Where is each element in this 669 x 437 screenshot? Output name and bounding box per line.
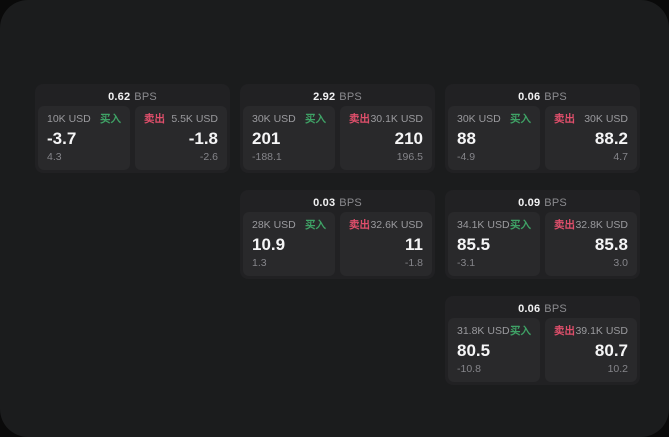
bps-header: 2.92 BPS bbox=[243, 87, 432, 106]
sell-size: 30.1K USD bbox=[370, 113, 423, 125]
buy-price: -3.7 bbox=[47, 129, 77, 148]
bps-header: 0.06 BPS bbox=[448, 299, 637, 318]
buy-size: 28K USD bbox=[252, 219, 296, 231]
sell-delta: 10.2 bbox=[607, 363, 628, 375]
bps-header: 0.06 BPS bbox=[448, 87, 637, 106]
buy-size: 31.8K USD bbox=[457, 325, 510, 337]
buy-price: 10.9 bbox=[252, 235, 286, 254]
buy-side-label: 买入 bbox=[510, 219, 531, 231]
bps-unit-label: BPS bbox=[544, 302, 567, 315]
spread-card: 0.06 BPS 31.8K USD 买入 80.5 -10.8 卖出 39.1… bbox=[445, 296, 640, 385]
sell-price: 80.7 bbox=[594, 341, 628, 360]
buy-delta: -3.1 bbox=[457, 257, 476, 269]
sell-size: 30K USD bbox=[584, 113, 628, 125]
sell-quote-tile[interactable]: 卖出 30.1K USD 210 196.5 bbox=[340, 106, 432, 170]
bps-header: 0.62 BPS bbox=[38, 87, 227, 106]
sell-delta: -2.6 bbox=[199, 151, 218, 163]
sell-size: 39.1K USD bbox=[575, 325, 628, 337]
spread-card: 0.03 BPS 28K USD 买入 10.9 1.3 卖出 32.6K US… bbox=[240, 190, 435, 279]
spread-card: 0.62 BPS 10K USD 买入 -3.7 4.3 卖出 5.5K USD bbox=[35, 84, 230, 173]
bps-unit-label: BPS bbox=[544, 196, 567, 209]
buy-quote-tile[interactable]: 34.1K USD 买入 85.5 -3.1 bbox=[448, 212, 540, 276]
sell-side-label: 卖出 bbox=[349, 219, 370, 231]
sell-size: 32.8K USD bbox=[575, 219, 628, 231]
buy-quote-tile[interactable]: 28K USD 买入 10.9 1.3 bbox=[243, 212, 335, 276]
sell-quote-tile[interactable]: 卖出 5.5K USD -1.8 -2.6 bbox=[135, 106, 227, 170]
buy-size: 10K USD bbox=[47, 113, 91, 125]
bps-unit-label: BPS bbox=[544, 90, 567, 103]
buy-delta: -188.1 bbox=[252, 151, 282, 163]
sell-price: 11 bbox=[405, 235, 423, 254]
sell-delta: 196.5 bbox=[396, 151, 423, 163]
bps-value: 0.09 bbox=[518, 196, 541, 209]
bps-unit-label: BPS bbox=[339, 90, 362, 103]
buy-price: 201 bbox=[252, 129, 281, 148]
sell-price: -1.8 bbox=[188, 129, 218, 148]
buy-delta: -10.8 bbox=[457, 363, 481, 375]
sell-delta: 4.7 bbox=[613, 151, 628, 163]
buy-delta: -4.9 bbox=[457, 151, 476, 163]
sell-quote-tile[interactable]: 卖出 32.6K USD 11 -1.8 bbox=[340, 212, 432, 276]
sell-side-label: 卖出 bbox=[554, 113, 575, 125]
bps-header: 0.09 BPS bbox=[448, 193, 637, 212]
quote-tiles: 34.1K USD 买入 85.5 -3.1 卖出 32.8K USD 85.8… bbox=[448, 212, 637, 276]
sell-price: 88.2 bbox=[594, 129, 628, 148]
buy-side-label: 买入 bbox=[510, 325, 531, 337]
sell-quote-tile[interactable]: 卖出 32.8K USD 85.8 3.0 bbox=[545, 212, 637, 276]
quote-tiles: 30K USD 买入 88 -4.9 卖出 30K USD 88.2 4.7 bbox=[448, 106, 637, 170]
spread-card: 0.09 BPS 34.1K USD 买入 85.5 -3.1 卖出 32.8K… bbox=[445, 190, 640, 279]
bps-unit-label: BPS bbox=[339, 196, 362, 209]
buy-side-label: 买入 bbox=[510, 113, 531, 125]
buy-size: 34.1K USD bbox=[457, 219, 510, 231]
buy-side-label: 买入 bbox=[305, 113, 326, 125]
quote-tiles: 31.8K USD 买入 80.5 -10.8 卖出 39.1K USD 80.… bbox=[448, 318, 637, 382]
quote-tiles: 30K USD 买入 201 -188.1 卖出 30.1K USD 210 1… bbox=[243, 106, 432, 170]
sell-side-label: 卖出 bbox=[554, 219, 575, 231]
sell-side-label: 卖出 bbox=[144, 113, 165, 125]
bps-header: 0.03 BPS bbox=[243, 193, 432, 212]
buy-quote-tile[interactable]: 30K USD 买入 88 -4.9 bbox=[448, 106, 540, 170]
buy-size: 30K USD bbox=[252, 113, 296, 125]
sell-delta: -1.8 bbox=[404, 257, 423, 269]
spread-card: 0.06 BPS 30K USD 买入 88 -4.9 卖出 30K USD bbox=[445, 84, 640, 173]
sell-side-label: 卖出 bbox=[349, 113, 370, 125]
sell-quote-tile[interactable]: 卖出 39.1K USD 80.7 10.2 bbox=[545, 318, 637, 382]
buy-side-label: 买入 bbox=[100, 113, 121, 125]
buy-price: 85.5 bbox=[457, 235, 491, 254]
spread-card: 2.92 BPS 30K USD 买入 201 -188.1 卖出 30.1K … bbox=[240, 84, 435, 173]
bps-unit-label: BPS bbox=[134, 90, 157, 103]
sell-side-label: 卖出 bbox=[554, 325, 575, 337]
sell-quote-tile[interactable]: 卖出 30K USD 88.2 4.7 bbox=[545, 106, 637, 170]
spread-cards-grid: 0.62 BPS 10K USD 买入 -3.7 4.3 卖出 5.5K USD bbox=[35, 84, 640, 385]
quote-tiles: 28K USD 买入 10.9 1.3 卖出 32.6K USD 11 -1.8 bbox=[243, 212, 432, 276]
sell-delta: 3.0 bbox=[613, 257, 628, 269]
bps-value: 0.06 bbox=[518, 90, 541, 103]
buy-price: 80.5 bbox=[457, 341, 491, 360]
buy-quote-tile[interactable]: 30K USD 买入 201 -188.1 bbox=[243, 106, 335, 170]
buy-price: 88 bbox=[457, 129, 476, 148]
sell-size: 32.6K USD bbox=[370, 219, 423, 231]
bps-value: 0.03 bbox=[313, 196, 336, 209]
buy-delta: 4.3 bbox=[47, 151, 62, 163]
bps-value: 0.62 bbox=[108, 90, 131, 103]
sell-price: 85.8 bbox=[594, 235, 628, 254]
bps-value: 0.06 bbox=[518, 302, 541, 315]
sell-price: 210 bbox=[394, 129, 423, 148]
quote-tiles: 10K USD 买入 -3.7 4.3 卖出 5.5K USD -1.8 -2.… bbox=[38, 106, 227, 170]
bps-value: 2.92 bbox=[313, 90, 336, 103]
buy-delta: 1.3 bbox=[252, 257, 267, 269]
buy-size: 30K USD bbox=[457, 113, 501, 125]
sell-size: 5.5K USD bbox=[171, 113, 218, 125]
buy-quote-tile[interactable]: 31.8K USD 买入 80.5 -10.8 bbox=[448, 318, 540, 382]
buy-side-label: 买入 bbox=[305, 219, 326, 231]
buy-quote-tile[interactable]: 10K USD 买入 -3.7 4.3 bbox=[38, 106, 130, 170]
